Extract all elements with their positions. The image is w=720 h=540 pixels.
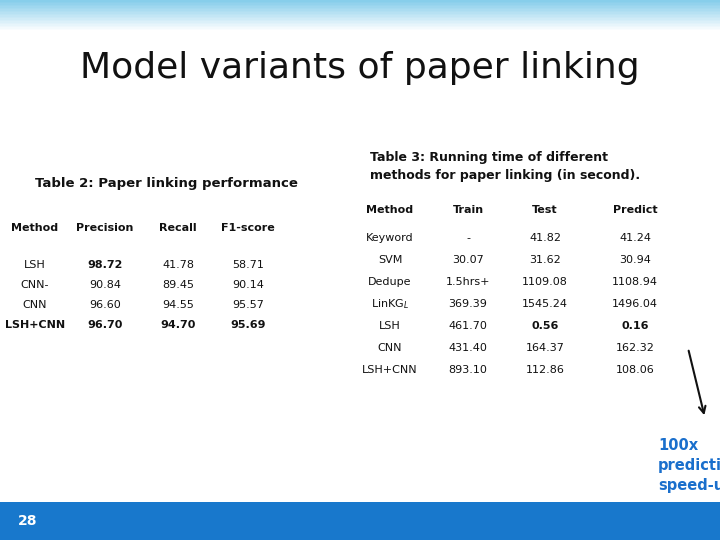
Text: 94.70: 94.70 [161, 320, 196, 330]
Text: 1108.94: 1108.94 [612, 277, 658, 287]
Text: methods for paper linking (in second).: methods for paper linking (in second). [370, 168, 640, 181]
Text: CNN: CNN [23, 300, 48, 310]
Text: CNN-: CNN- [21, 280, 49, 290]
Text: Train: Train [452, 205, 484, 215]
Text: Method: Method [12, 223, 58, 233]
Text: 90.84: 90.84 [89, 280, 121, 290]
Text: 95.69: 95.69 [230, 320, 266, 330]
Text: 31.62: 31.62 [529, 255, 561, 265]
Text: SVM: SVM [378, 255, 402, 265]
Text: 461.70: 461.70 [449, 321, 487, 331]
Text: 108.06: 108.06 [616, 365, 654, 375]
Text: 89.45: 89.45 [162, 280, 194, 290]
Text: 369.39: 369.39 [449, 299, 487, 309]
Text: LSH+CNN: LSH+CNN [362, 365, 418, 375]
Text: 98.72: 98.72 [87, 260, 122, 270]
Text: 162.32: 162.32 [616, 343, 654, 353]
Text: 431.40: 431.40 [449, 343, 487, 353]
Text: 41.24: 41.24 [619, 233, 651, 243]
Text: 1109.08: 1109.08 [522, 277, 568, 287]
Text: 41.82: 41.82 [529, 233, 561, 243]
Text: Precision: Precision [76, 223, 134, 233]
Text: 96.60: 96.60 [89, 300, 121, 310]
Text: Test: Test [532, 205, 558, 215]
Text: Table 3: Running time of different: Table 3: Running time of different [370, 152, 608, 165]
Text: 0.16: 0.16 [621, 321, 649, 331]
Text: Predict: Predict [613, 205, 657, 215]
Text: 41.78: 41.78 [162, 260, 194, 270]
Text: 893.10: 893.10 [449, 365, 487, 375]
Text: Recall: Recall [159, 223, 197, 233]
Text: 95.57: 95.57 [232, 300, 264, 310]
Text: 1496.04: 1496.04 [612, 299, 658, 309]
Text: LSH: LSH [379, 321, 401, 331]
Text: 30.07: 30.07 [452, 255, 484, 265]
Text: 90.14: 90.14 [232, 280, 264, 290]
Text: -: - [466, 233, 470, 243]
Text: Table 2: Paper linking performance: Table 2: Paper linking performance [35, 177, 298, 190]
Text: 28: 28 [18, 514, 37, 528]
Text: Method: Method [366, 205, 413, 215]
Text: 58.71: 58.71 [232, 260, 264, 270]
Text: LSH+CNN: LSH+CNN [5, 320, 65, 330]
Text: LSH: LSH [24, 260, 46, 270]
Text: 112.86: 112.86 [526, 365, 564, 375]
Text: Keyword: Keyword [366, 233, 414, 243]
Text: 100x
prediction
speed-up: 100x prediction speed-up [658, 438, 720, 492]
Text: 0.56: 0.56 [531, 321, 559, 331]
Text: 94.55: 94.55 [162, 300, 194, 310]
Text: 1.5hrs+: 1.5hrs+ [446, 277, 490, 287]
Text: F1-score: F1-score [221, 223, 275, 233]
Text: 96.70: 96.70 [87, 320, 122, 330]
Text: Model variants of paper linking: Model variants of paper linking [80, 51, 640, 85]
Text: 30.94: 30.94 [619, 255, 651, 265]
Text: CNN: CNN [378, 343, 402, 353]
Text: 164.37: 164.37 [526, 343, 564, 353]
Text: 1545.24: 1545.24 [522, 299, 568, 309]
Text: Dedupe: Dedupe [368, 277, 412, 287]
Text: LinKG$_L$: LinKG$_L$ [371, 297, 409, 311]
